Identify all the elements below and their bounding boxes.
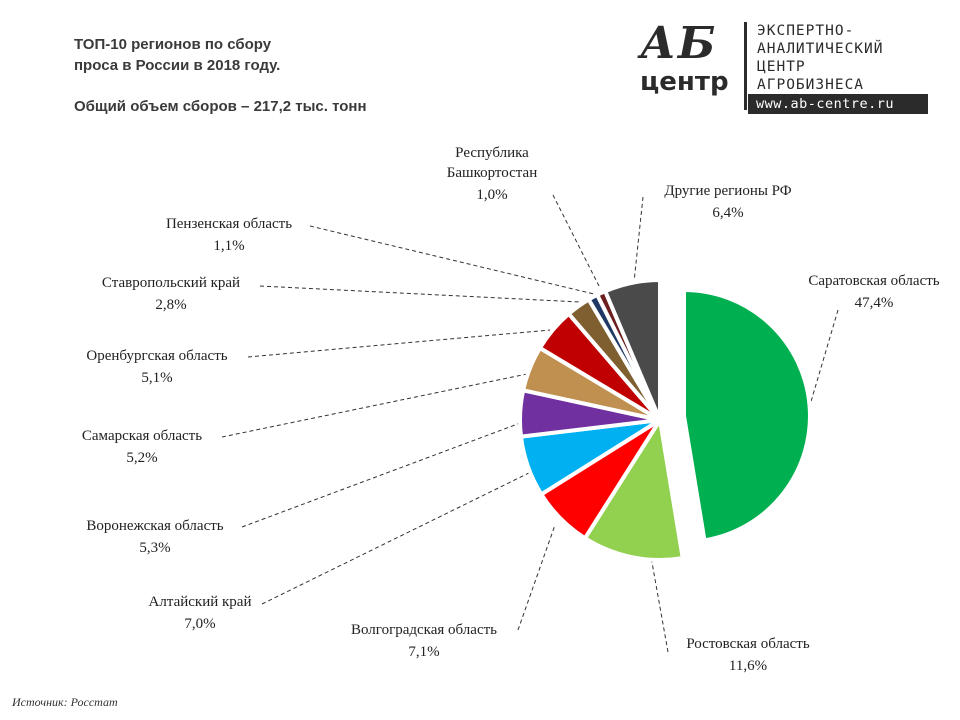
slice-name-label: Волгоградская область [351, 622, 497, 638]
pie-slices [518, 278, 812, 562]
leader-line [261, 469, 536, 605]
logo-line-1: ЭКСПЕРТНО- [757, 23, 855, 39]
slice-name-label: Оренбургская область [86, 348, 227, 364]
pie-slice [582, 418, 685, 562]
leader-line [633, 196, 644, 283]
slice-value-label: 11,6% [729, 658, 767, 674]
leader-line [309, 225, 595, 295]
pie-slice [603, 278, 662, 422]
leader-line [259, 285, 581, 303]
slice-name-label: Башкортостан [447, 165, 537, 181]
slice-value-label: 7,1% [408, 644, 439, 660]
slice-value-label: 5,1% [141, 370, 172, 386]
slice-value-label: 47,4% [855, 295, 894, 311]
source-note: Источник: Росстат [12, 695, 118, 709]
leader-line [552, 194, 601, 289]
logo-line-3: ЦЕНТР [757, 59, 806, 75]
leader-lines [221, 194, 839, 653]
leader-line [247, 329, 551, 358]
slice-value-label: 6,4% [712, 205, 743, 221]
chart-title: ТОП-10 регионов по сбору проса в России … [74, 34, 414, 117]
title-line-2: проса в России в 2018 году. [74, 57, 281, 74]
slice-name-label: Саратовская область [808, 273, 939, 289]
leader-line [221, 373, 528, 438]
logo-description: ЭКСПЕРТНО- АНАЛИТИЧЕСКИЙ ЦЕНТР АГРОБИЗНЕ… [757, 22, 884, 94]
slice-value-label: 1,0% [476, 187, 507, 203]
slice-value-label: 7,0% [184, 616, 215, 632]
leader-line [809, 309, 839, 406]
logo-ab-text: АБ [640, 18, 718, 69]
slice-value-label: 1,1% [213, 238, 244, 254]
pie-slice [682, 288, 812, 543]
slice-labels: Саратовская область 47,4% Ростовская облас… [82, 145, 940, 674]
logo-divider [744, 22, 747, 110]
slice-name-label: Республика [455, 145, 529, 161]
slice-name-label: Ставропольский край [102, 275, 240, 291]
logo-centr-text: центр [640, 67, 729, 97]
title-line-1: ТОП-10 регионов по сбору [74, 36, 272, 53]
leader-line [241, 421, 524, 528]
ab-centre-logo: АБ центр ЭКСПЕРТНО- АНАЛИТИЧЕСКИЙ ЦЕНТР … [640, 22, 930, 122]
chart-subtitle: Общий объем сборов – 217,2 тыс. тонн [74, 98, 367, 115]
leader-line [517, 524, 556, 631]
slice-value-label: 2,8% [155, 297, 186, 313]
slice-name-label: Ростовская область [686, 636, 809, 652]
slice-name-label: Другие регионы РФ [664, 183, 791, 199]
slice-value-label: 5,2% [126, 450, 157, 466]
slice-name-label: Самарская область [82, 428, 202, 444]
logo-line-4: АГРОБИЗНЕСА [757, 77, 865, 93]
slice-value-label: 5,3% [139, 540, 170, 556]
slice-name-label: Пензенская область [166, 216, 292, 232]
logo-url: www.ab-centre.ru [748, 94, 928, 114]
logo-line-2: АНАЛИТИЧЕСКИЙ [757, 41, 884, 57]
slice-name-label: Воронежская область [86, 518, 223, 534]
slice-name-label: Алтайский край [149, 594, 252, 610]
